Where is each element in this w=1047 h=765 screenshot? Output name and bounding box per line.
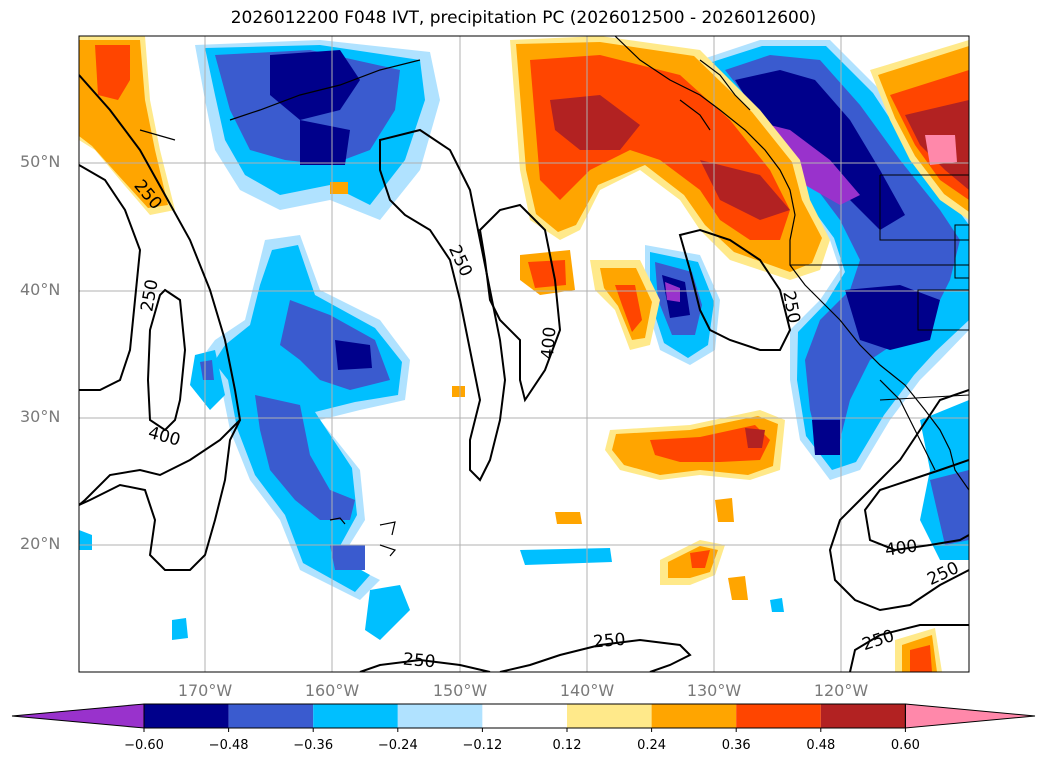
map-frame [78, 35, 970, 673]
colorbar-label: −0.24 [377, 738, 418, 753]
map-title: 2026012200 F048 IVT, precipitation PC (2… [230, 8, 817, 28]
colorbar-label: −0.36 [293, 738, 334, 753]
colorbar-label: 0.12 [552, 738, 582, 753]
lon-label-170w: 170°W [177, 681, 233, 700]
precip-fields: 250 250 400 250 400 250 400 250 250 250 … [79, 36, 969, 672]
colorbar-label: 0.24 [637, 738, 667, 753]
contour-label: 400 [884, 536, 919, 560]
lon-label-150w: 150°W [432, 681, 488, 700]
lon-label-130w: 130°W [686, 681, 742, 700]
lon-label-140w: 140°W [559, 681, 615, 700]
colorbar-label: 0.60 [890, 738, 920, 753]
lat-label-50n: 50°N [20, 152, 61, 171]
contour-label: 250 [402, 650, 436, 673]
colorbar-label: 0.36 [721, 738, 751, 753]
contour-label: 400 [538, 326, 561, 360]
lon-label-160w: 160°W [304, 681, 360, 700]
lat-label-30n: 30°N [20, 407, 61, 426]
colorbar-label: 0.48 [806, 738, 836, 753]
colorbar-label: −0.12 [462, 738, 503, 753]
lat-label-40n: 40°N [20, 280, 61, 299]
lon-label-120w: 120°W [813, 681, 869, 700]
positive-anomaly-region [79, 36, 969, 672]
lat-label-20n: 20°N [20, 534, 61, 553]
ivt-contours [79, 74, 969, 672]
graticule [79, 36, 969, 672]
colorbar-label: −0.48 [208, 738, 249, 753]
colorbar-label: −0.60 [124, 738, 164, 753]
negative-anomaly-region [79, 40, 969, 640]
colorbar [11, 703, 1036, 732]
contour-label: 250 [592, 630, 626, 653]
